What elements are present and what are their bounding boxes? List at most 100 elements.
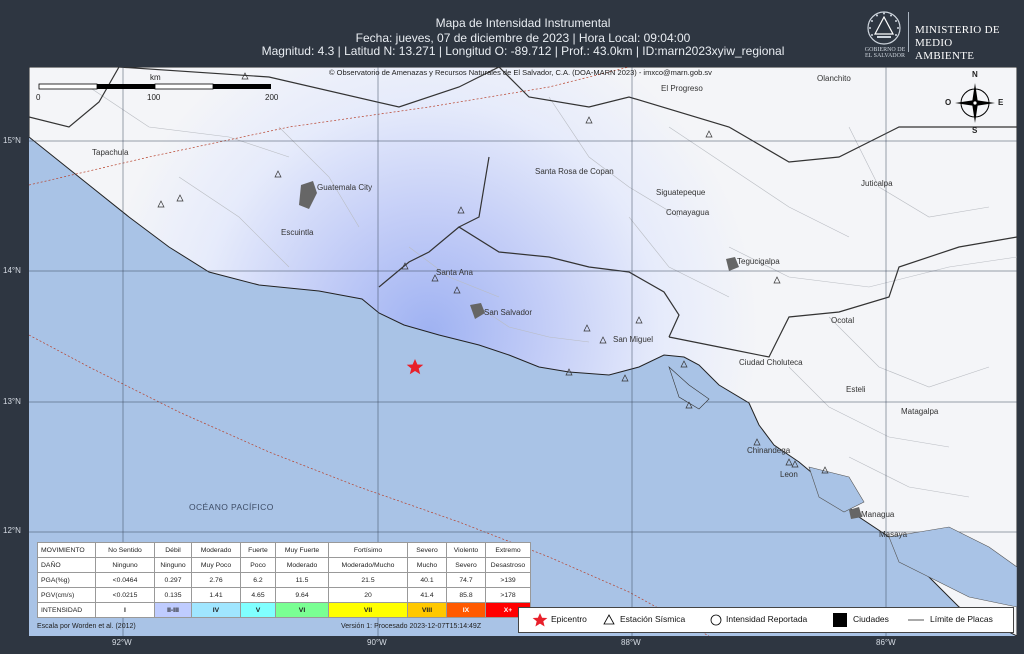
intensity-cell: Ninguno — [95, 557, 155, 573]
scale-bar — [38, 83, 271, 90]
land-shaking-area — [29, 67, 1017, 636]
scale-unit: km — [150, 73, 161, 82]
intensity-cell: Violento — [446, 542, 486, 558]
intensity-cell: 0.297 — [154, 572, 192, 588]
city-tapachula: Tapachula — [92, 148, 129, 157]
department-borders — [88, 86, 1017, 498]
city-masaya: Masaya — [879, 530, 908, 539]
scale-tick-100: 100 — [147, 93, 161, 102]
intensity-cell: Moderado — [275, 557, 329, 573]
legend-plates: Límite de Placas — [930, 614, 993, 624]
legend-epicenter: Epicentro — [551, 614, 587, 624]
intensity-cell: 1.41 — [191, 587, 241, 603]
epicenter-marker[interactable] — [406, 359, 424, 375]
intensity-cell: Fuerte — [240, 542, 276, 558]
map-canvas — [29, 67, 1017, 636]
event-date-line: Fecha: jueves, 07 de diciembre de 2023 |… — [355, 31, 691, 45]
lake-nicaragua — [888, 526, 1017, 608]
compass-e: E — [998, 98, 1004, 107]
intensity-cell: Mucho — [407, 557, 447, 573]
intensity-table-row: PGV(cm/s) <0.0215 0.135 1.41 4.65 9.64 20 41.4 8… — [37, 587, 531, 603]
city-escuintla: Escuintla — [281, 228, 314, 237]
intensity-cell: Severo — [446, 557, 486, 573]
intensity-cell: Débil — [154, 542, 192, 558]
intensity-cell: 20 — [328, 587, 408, 603]
city-chinandega: Chinandega — [747, 446, 791, 455]
intensity-row-header: PGA(%g) — [37, 572, 96, 588]
intensity-row-header: INTENSIDAD — [37, 602, 96, 618]
intensity-map[interactable]: © Observatorio de Amenazas y Recursos Na… — [29, 67, 1017, 636]
intensity-cell: Muy Poco — [191, 557, 241, 573]
intensity-cell: IX — [446, 602, 486, 618]
intensity-cell: 21.5 — [328, 572, 408, 588]
city-juticalpa: Juticalpa — [861, 179, 893, 188]
intensity-cell: 11.5 — [275, 572, 329, 588]
intensity-cell: Ninguno — [154, 557, 192, 573]
city-matagalpa: Matagalpa — [901, 407, 939, 416]
lat-label-12: 12°N — [3, 526, 21, 535]
city-san-salvador: San Salvador — [484, 308, 533, 317]
version-text: Versión 1: Procesado 2023-12-07T15:14:49… — [341, 623, 482, 630]
gob-text: GOBIERNO DE EL SALVADOR — [864, 47, 906, 59]
logo-divider — [908, 12, 909, 52]
lat-label-13: 13°N — [3, 397, 21, 406]
compass-s: S — [972, 126, 978, 135]
intensity-cell: Moderado — [191, 542, 241, 558]
seismic-stations — [157, 72, 829, 474]
city-choluteca: Ciudad Choluteca — [739, 358, 803, 367]
city-olanchito: Olanchito — [817, 74, 851, 83]
legend-station-icon — [603, 614, 615, 625]
city-guatemala: Guatemala City — [317, 183, 373, 192]
city-san-miguel: San Miguel — [613, 335, 654, 344]
gulf-fonseca — [668, 366, 710, 410]
intensity-cell: Poco — [240, 557, 276, 573]
intensity-cell: 0.135 — [154, 587, 192, 603]
legend-reported-icon — [710, 614, 722, 626]
intensity-cell: <0.0464 — [95, 572, 155, 588]
lon-label-88: 88°W — [621, 638, 641, 647]
intensity-table-row: PGA(%g) <0.0464 0.297 2.76 6.2 11.5 21.5 40.1 74… — [37, 572, 531, 588]
map-title: Mapa de Intensidad Instrumental — [435, 16, 611, 30]
compass-rose-icon — [955, 83, 995, 123]
intensity-scale-table: MOVIMIENTO No Sentido Débil Moderado Fuerte M… — [37, 542, 531, 618]
intensity-table-row: INTENSIDAD I II-III IV V VI VII VIII IX X+ — [37, 602, 531, 618]
intensity-cell: 40.1 — [407, 572, 447, 588]
city-leon: Leon — [780, 470, 798, 479]
country-borders — [29, 67, 1017, 358]
intensity-cell: 41.4 — [407, 587, 447, 603]
city-comayagua: Comayagua — [666, 208, 710, 217]
intensity-cell: 2.76 — [191, 572, 241, 588]
city-managua: Managua — [861, 510, 895, 519]
intensity-row-header: DAÑO — [37, 557, 96, 573]
scale-tick-0: 0 — [36, 93, 41, 102]
intensity-table-row: MOVIMIENTO No Sentido Débil Moderado Fuerte M… — [37, 542, 531, 558]
intensity-cell: 6.2 — [240, 572, 276, 588]
intensity-row-header: MOVIMIENTO — [37, 542, 96, 558]
intensity-cell: <0.0215 — [95, 587, 155, 603]
event-parameters-line: Magnitud: 4.3 | Latitud N: 13.271 | Long… — [261, 44, 785, 58]
intensity-cell: 85.8 — [446, 587, 486, 603]
intensity-cell: Fortísimo — [328, 542, 408, 558]
lon-label-86: 86°W — [876, 638, 896, 647]
intensity-cell: 9.64 — [275, 587, 329, 603]
intensity-table-row: DAÑO Ninguno Ninguno Muy Poco Poco Moderado Mo… — [37, 557, 531, 573]
intensity-cell: IV — [191, 602, 241, 618]
intensity-cell: V — [240, 602, 276, 618]
intensity-cell: VI — [275, 602, 329, 618]
legend-reported: Intensidad Reportada — [726, 614, 808, 624]
lake-managua — [808, 466, 865, 513]
intensity-cell: >178 — [485, 587, 531, 603]
city-el-progreso: El Progreso — [661, 84, 703, 93]
intensity-cell: II-III — [154, 602, 192, 618]
city-siguatepeque: Siguatepeque — [656, 188, 706, 197]
city-esteli: Esteli — [846, 385, 866, 394]
city-santa-rosa: Santa Rosa de Copan — [535, 167, 614, 176]
city-markers — [299, 181, 862, 519]
city-tegucigalpa: Tegucigalpa — [737, 257, 780, 266]
coat-of-arms-icon — [867, 11, 901, 45]
intensity-row-header: PGV(cm/s) — [37, 587, 96, 603]
intensity-cell: VIII — [407, 602, 447, 618]
intensity-cell: >139 — [485, 572, 531, 588]
ministry-logo: GOBIERNO DE EL SALVADOR MINISTERIO DE MEDI… — [864, 10, 1014, 62]
city-santa-ana: Santa Ana — [436, 268, 473, 277]
